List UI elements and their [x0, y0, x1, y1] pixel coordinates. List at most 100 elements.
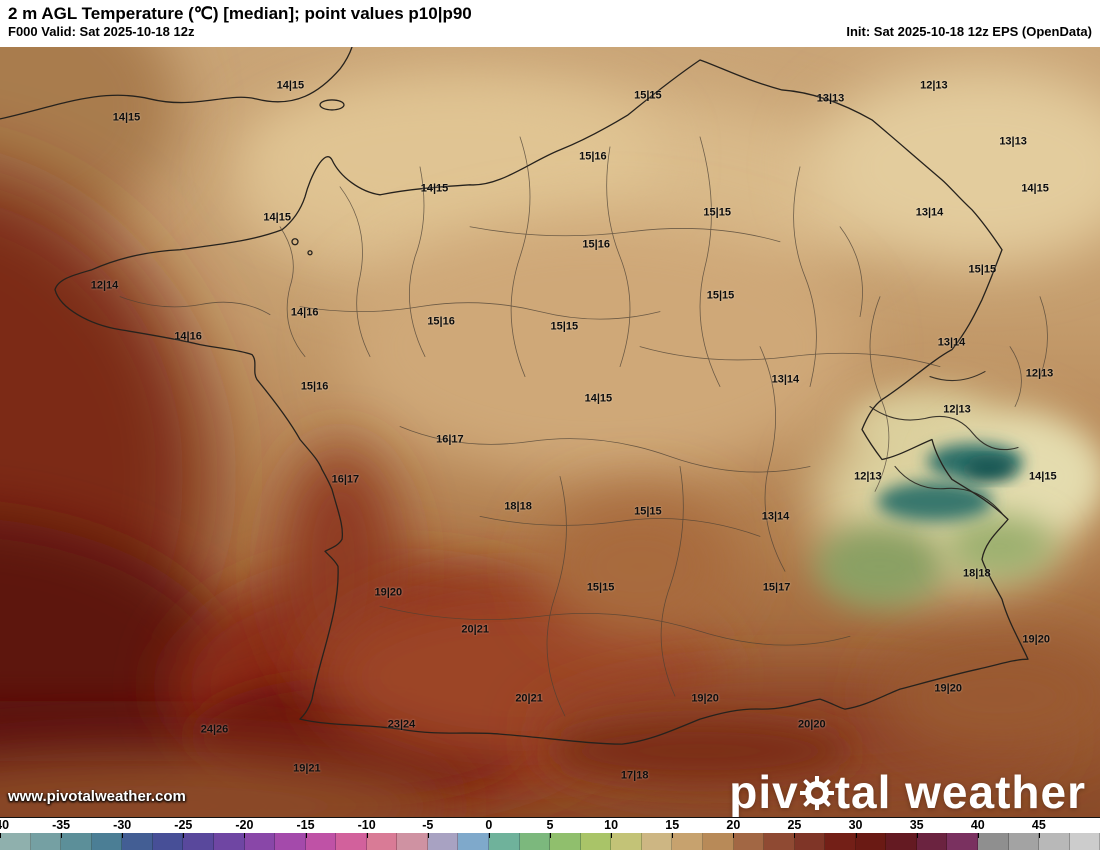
point-value: 12|13 [854, 470, 882, 483]
colorbar-segment [61, 833, 92, 850]
colorbar-segment [978, 833, 1009, 850]
point-value: 15|15 [703, 206, 731, 219]
point-value: 15|16 [582, 238, 610, 251]
point-value: 20|21 [515, 692, 543, 705]
colorbar-segment [0, 833, 31, 850]
colorbar [0, 833, 1100, 850]
point-value: 14|15 [112, 111, 141, 124]
colorbar-tick-mark [122, 833, 124, 838]
point-value: 15|16 [427, 315, 455, 328]
point-value: 15|15 [968, 263, 997, 276]
point-value: 15|15 [586, 581, 615, 594]
logo-text-right: tal weather [834, 766, 1086, 817]
point-value: 12|13 [943, 403, 971, 416]
point-value: 20|20 [798, 718, 826, 731]
colorbar-segment [30, 833, 62, 850]
header: 2 m AGL Temperature (℃) [median]; point … [0, 0, 1100, 47]
point-value: 19|20 [374, 586, 403, 599]
colorbar-tick-label: -25 [174, 818, 193, 832]
logo-text-left: piv [729, 766, 799, 817]
colorbar-ticks: -40 -35 -30 -25 -20 -15 -10 -5 0 5 10 15 20 25 30 35 40 4… [0, 818, 1100, 833]
colorbar-segment [641, 833, 673, 850]
colorbar-tick-label: 10 [604, 818, 619, 832]
colorbar-tick-mark [61, 833, 63, 838]
colorbar-tick-mark [794, 833, 796, 838]
point-value: 12|14 [90, 279, 119, 292]
colorbar-tick-label: 20 [726, 818, 741, 832]
point-value: 17|18 [620, 769, 649, 782]
point-value: 24|26 [200, 723, 229, 736]
colorbar-segment [183, 833, 214, 850]
colorbar-tick-mark [488, 833, 490, 838]
colorbar-segment [458, 833, 489, 850]
colorbar-segment [519, 833, 551, 850]
colorbar-tick-label: -15 [296, 818, 315, 832]
colorbar-segment [764, 833, 795, 850]
colorbar-tick-label: -10 [357, 818, 376, 832]
point-value: 19|20 [934, 682, 962, 695]
point-value: 19|20 [1022, 633, 1050, 646]
point-value: 12|13 [1025, 367, 1054, 380]
point-value: 15|15 [634, 505, 662, 518]
colorbar-tick-mark [0, 833, 1, 838]
temperature-map-graphic [0, 47, 1100, 817]
point-value: 14|16 [290, 306, 319, 319]
point-value: 13|14 [915, 206, 944, 219]
init-time: Init: Sat 2025-10-18 12z EPS (OpenData) [846, 24, 1092, 40]
colorbar-tick-label: -40 [0, 818, 10, 832]
colorbar-tick-label: -20 [235, 818, 254, 832]
map-title: 2 m AGL Temperature (℃) [median]; point … [8, 4, 472, 23]
colorbar-tick-mark [672, 833, 674, 838]
point-value: 15|16 [579, 150, 607, 163]
point-value: 15|17 [762, 581, 791, 594]
colorbar-tick-mark [733, 833, 735, 838]
colorbar-tick-mark [550, 833, 551, 838]
colorbar-segment [794, 833, 826, 850]
colorbar-tick-mark [855, 833, 857, 838]
colorbar-segment [305, 833, 337, 850]
colorbar-tick-mark [305, 833, 307, 838]
point-value: 14|15 [276, 79, 305, 92]
point-value: 20|21 [461, 623, 489, 636]
colorbar-tick-label: 35 [909, 818, 924, 832]
point-value: 19|20 [691, 692, 719, 705]
point-value: 14|16 [174, 330, 202, 343]
colorbar-segment [672, 833, 703, 850]
colorbar-segment [336, 833, 367, 850]
point-value: 19|21 [293, 762, 321, 775]
colorbar-segment [550, 833, 581, 850]
colorbar-tick-label: -5 [422, 818, 434, 832]
colorbar-tick-mark [611, 833, 613, 838]
point-value: 12|13 [920, 79, 948, 92]
colorbar-tick-mark [244, 833, 246, 838]
point-value: 13|13 [999, 135, 1027, 148]
colorbar-tick-mark [183, 833, 185, 838]
colorbar-tick-label: 30 [848, 818, 863, 832]
colorbar-segment [489, 833, 520, 850]
colorbar-segment [825, 833, 856, 850]
colorbar-segment [366, 833, 398, 850]
colorbar-tick-mark [916, 833, 918, 838]
point-value: 15|15 [550, 320, 579, 332]
colorbar-segment [152, 833, 184, 850]
point-value: 14|15 [263, 211, 291, 224]
colorbar-segment [427, 833, 459, 850]
header-subrow: F000 Valid: Sat 2025-10-18 12z Init: Sat… [8, 24, 1092, 41]
colorbar-segment [886, 833, 917, 850]
colorbar-segment [397, 833, 428, 850]
point-value: 23|24 [387, 718, 416, 731]
point-value: 16|17 [331, 473, 360, 486]
colorbar-tick-label: 25 [787, 818, 802, 832]
point-value: 14|15 [1021, 182, 1049, 195]
colorbar-tick-mark [366, 833, 368, 838]
colorbar-segment [244, 833, 276, 850]
colorbar-segment [855, 833, 887, 850]
point-value: 15|15 [634, 89, 662, 102]
point-value: 18|18 [504, 500, 532, 513]
colorbar-segment [1039, 833, 1070, 850]
point-value: 13|14 [771, 373, 800, 386]
point-value: 15|16 [300, 380, 329, 393]
colorbar-segment [916, 833, 948, 850]
colorbar-segment [1008, 833, 1040, 850]
